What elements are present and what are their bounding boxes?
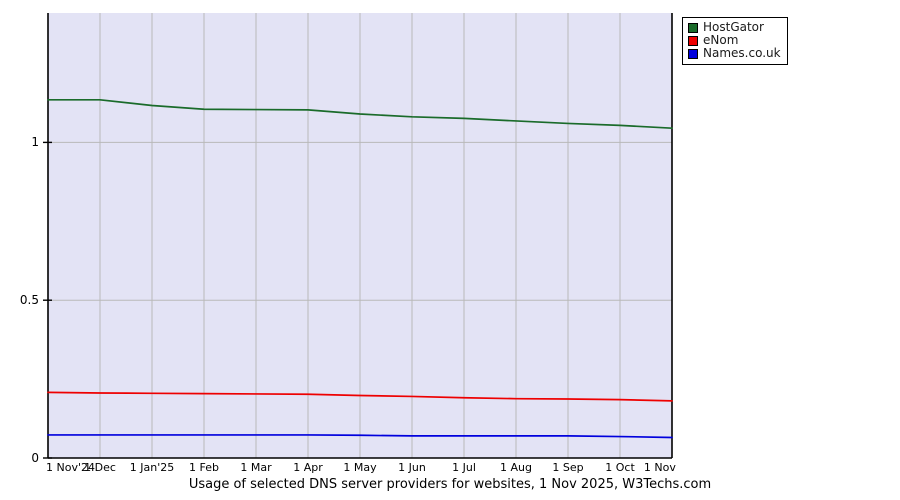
series-line-enom: [47, 391, 673, 402]
y-tick-label: 0.5: [19, 293, 39, 308]
x-tick-label: 1 Dec: [84, 461, 116, 474]
x-tick-label: 1 Jan'25: [129, 461, 175, 474]
x-tick-label: 1 Jun: [398, 461, 426, 474]
chart-legend: HostGator eNom Names.co.uk: [682, 17, 788, 65]
legend-item: eNom: [688, 34, 781, 47]
x-tick-label: 1 Jul: [452, 461, 476, 474]
legend-item: Names.co.uk: [688, 47, 781, 60]
y-tick-label: 0: [31, 451, 39, 465]
x-tick-label: 1 May: [343, 461, 377, 474]
x-tick-label: 1 Aug: [500, 461, 532, 474]
x-tick-label: 1 Sep: [552, 461, 584, 474]
x-tick-label: 1 Feb: [189, 461, 219, 474]
legend-swatch-icon: [688, 35, 698, 46]
x-tick-label: 1 Mar: [240, 461, 272, 474]
legend-label: HostGator: [703, 20, 764, 34]
legend-swatch-icon: [688, 22, 698, 33]
x-tick-label: 1 Nov'24: [46, 461, 95, 474]
legend-label: Names.co.uk: [703, 46, 781, 60]
legend-label: eNom: [703, 33, 739, 47]
y-tick-label: 1: [31, 135, 39, 150]
legend-item: HostGator: [688, 21, 781, 34]
series-line-hostgator: [47, 98, 673, 130]
chart-title: Usage of selected DNS server providers f…: [188, 477, 712, 492]
x-tick-label: 1 Apr: [293, 461, 323, 474]
legend-swatch-icon: [688, 48, 698, 59]
x-tick-label: 1 Oct: [605, 461, 635, 474]
x-tick-label: 1 Nov: [643, 461, 676, 474]
series-line-names-co-uk: [47, 434, 673, 439]
